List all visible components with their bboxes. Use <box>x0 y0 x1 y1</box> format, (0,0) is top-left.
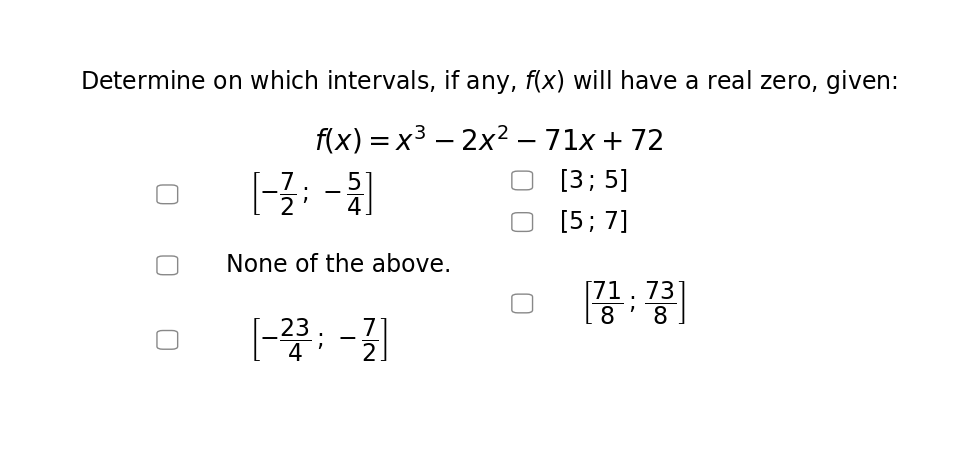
Text: $f(x) = x^3 - 2x^2 - 71x + 72$: $f(x) = x^3 - 2x^2 - 71x + 72$ <box>314 123 663 156</box>
Text: $\left[\dfrac{71}{8}\,;\,\dfrac{73}{8}\right]$: $\left[\dfrac{71}{8}\,;\,\dfrac{73}{8}\r… <box>580 280 686 327</box>
Text: $[5\,;\,7]$: $[5\,;\,7]$ <box>558 209 627 235</box>
Text: Determine on which intervals, if any, $f(x)$ will have a real zero, given:: Determine on which intervals, if any, $f… <box>80 68 897 96</box>
FancyBboxPatch shape <box>512 171 532 190</box>
Text: $\left[-\dfrac{7}{2}\,;\,-\dfrac{5}{4}\right]$: $\left[-\dfrac{7}{2}\,;\,-\dfrac{5}{4}\r… <box>249 171 373 218</box>
FancyBboxPatch shape <box>157 256 177 274</box>
Text: None of the above.: None of the above. <box>226 253 452 277</box>
Text: $[3\,;\,5]$: $[3\,;\,5]$ <box>558 167 627 194</box>
FancyBboxPatch shape <box>157 330 177 349</box>
FancyBboxPatch shape <box>512 213 532 231</box>
Text: $\left[-\dfrac{23}{4}\,;\,-\dfrac{7}{2}\right]$: $\left[-\dfrac{23}{4}\,;\,-\dfrac{7}{2}\… <box>249 316 387 364</box>
FancyBboxPatch shape <box>512 294 532 313</box>
FancyBboxPatch shape <box>157 185 177 204</box>
